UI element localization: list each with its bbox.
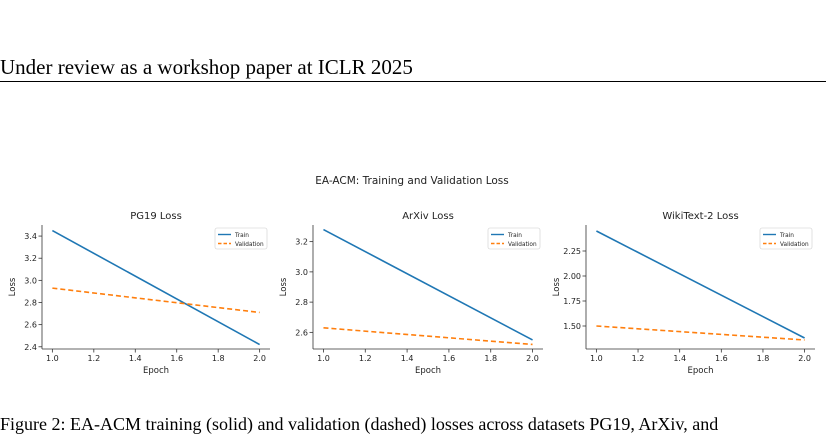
chart-1-ytick-label: 3.2	[24, 254, 37, 263]
chart-1-xtick-label: 1.8	[212, 354, 225, 363]
chart-1-legend	[214, 227, 268, 250]
chart-2-legend-label-train: Train	[507, 233, 522, 239]
chart-3-ytick-label: 2.00	[563, 272, 581, 281]
chart-3-ylabel: Loss	[552, 277, 562, 296]
chart-1-xtick-label: 1.2	[87, 354, 100, 363]
chart-3-xtick-label: 1.0	[590, 354, 603, 363]
chart-1-ytick-label: 3.0	[24, 276, 37, 285]
chart-2-legend-label-validation: Validation	[508, 242, 537, 248]
chart-3-ytick-label: 1.50	[563, 322, 581, 331]
chart-3-series-validation-line	[596, 325, 805, 341]
page-header: Under review as a workshop paper at ICLR…	[0, 55, 413, 79]
chart-3-ytick-label: 1.75	[563, 297, 581, 306]
chart-2-xtick-label: 1.0	[317, 354, 330, 363]
chart-2-ytick-label: 2.8	[295, 298, 308, 307]
chart-1-series-validation-line	[52, 287, 260, 314]
chart-1-title: PG19 Loss	[130, 211, 182, 222]
figure: EA-ACM: Training and Validation Loss PG1…	[8, 175, 815, 376]
chart-3-xtick-label: 1.6	[715, 354, 728, 363]
chart-3-xtick-label: 1.2	[632, 354, 645, 363]
chart-2-xlabel: Epoch	[415, 366, 441, 376]
chart-3-legend	[759, 227, 813, 250]
chart-3-xtick-label: 2.0	[798, 354, 811, 363]
chart-1-series-train-line	[51, 229, 261, 346]
chart-3-ytick-label: 2.25	[563, 247, 581, 256]
chart-1-legend-label-validation: Validation	[235, 242, 264, 248]
chart-1-xtick-label: 2.0	[253, 354, 266, 363]
chart-1-xtick-label: 1.4	[129, 354, 142, 363]
chart-1-xlabel: Epoch	[143, 366, 169, 376]
header-rule	[0, 81, 826, 82]
chart-1-xtick-label: 1.6	[170, 354, 183, 363]
chart-3-xtick-label: 1.4	[673, 354, 686, 363]
caption-fragment: Figure 2: EA-ACM training (solid) and va…	[0, 414, 719, 434]
chart-2-xtick-label: 2.0	[526, 354, 539, 363]
chart-2-series-validation-line	[323, 327, 533, 346]
chart-2-ylabel: Loss	[279, 277, 289, 296]
chart-1-ytick-label: 2.4	[24, 343, 37, 352]
chart-2-series-train-line	[323, 228, 533, 341]
chart-2-xtick-label: 1.2	[359, 354, 372, 363]
chart-2-xtick-label: 1.4	[401, 354, 414, 363]
figure-suptitle: EA-ACM: Training and Validation Loss	[315, 175, 509, 187]
chart-2-xtick-label: 1.8	[484, 354, 497, 363]
chart-3-series-train-line	[596, 230, 805, 339]
chart-1-ytick-label: 2.8	[24, 299, 37, 308]
chart-3-xtick-label: 1.8	[757, 354, 770, 363]
chart-2-legend	[487, 227, 541, 250]
chart-2-ytick-label: 2.6	[295, 328, 308, 337]
chart-2-ytick-label: 3.2	[295, 238, 308, 247]
chart-2-xtick-label: 1.6	[443, 354, 456, 363]
chart-3-legend-label-train: Train	[779, 233, 794, 239]
chart-1-ytick-label: 3.4	[24, 232, 37, 241]
chart-3-xlabel: Epoch	[687, 366, 713, 376]
chart-2-title: ArXiv Loss	[402, 211, 454, 222]
chart-1-legend-label-train: Train	[234, 233, 249, 239]
chart-1-xtick-label: 1.0	[46, 354, 59, 363]
chart-3-title: WikiText-2 Loss	[662, 211, 738, 222]
chart-1-ylabel: Loss	[8, 277, 18, 296]
chart-1-ytick-label: 2.6	[24, 321, 37, 330]
chart-2-ytick-label: 3.0	[295, 268, 308, 277]
chart-3-legend-label-validation: Validation	[780, 242, 809, 248]
